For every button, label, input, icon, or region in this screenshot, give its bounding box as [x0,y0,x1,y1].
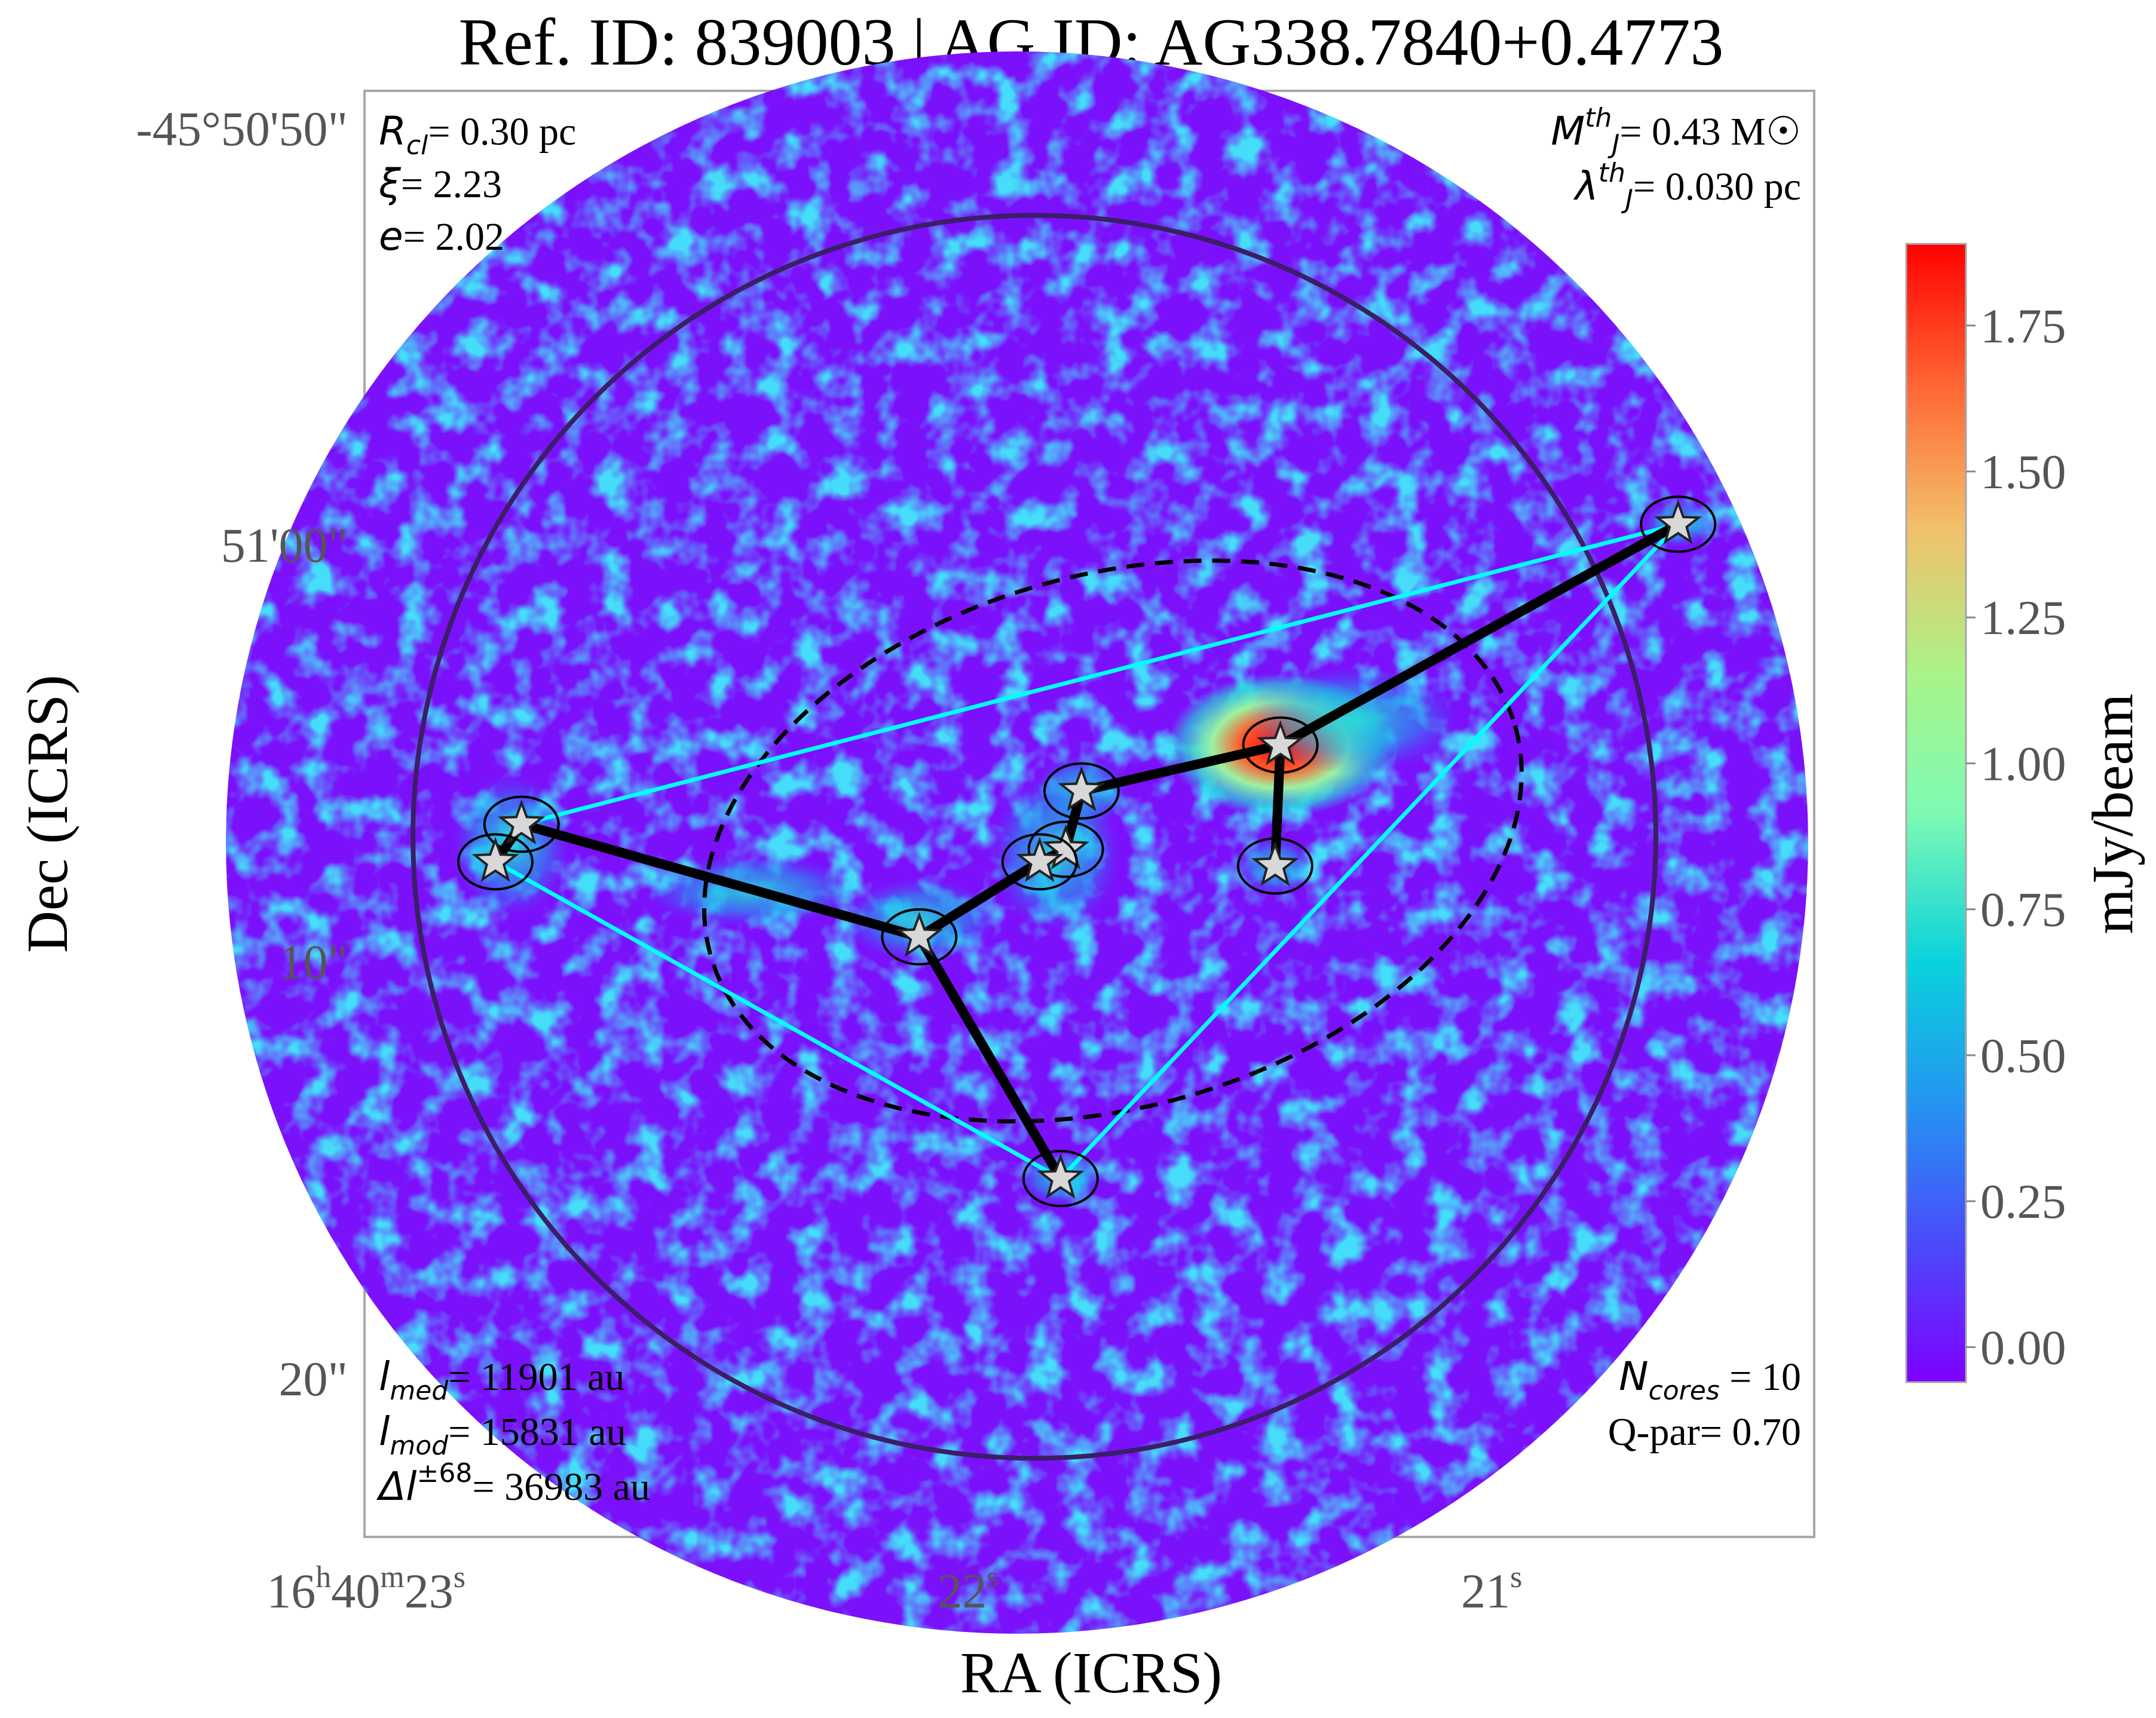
mst-edge-8 [914,932,1065,1184]
overlay [411,213,1717,1461]
core-marker-6 [1016,837,1064,882]
contour-core-8 [483,795,560,853]
y-tick-label-1: -45°50'50" [136,102,348,156]
x-axis-label: RA (ICRS) [960,1641,1222,1705]
intensity-map [226,51,1808,1634]
contour-core-4 [1043,762,1120,820]
mst-edge-6 [914,857,1045,942]
core-marker-3 [1251,841,1299,886]
core-marker-9 [471,837,519,882]
y-tick-label-2: 51'00" [221,518,348,572]
y-tick-label-3: 10" [279,935,348,990]
mst-edge-3 [1076,740,1285,796]
x-tick-label-3: 21s [1461,1560,1522,1618]
colorbar: 0.00 0.25 0.50 0.75 1.00 1.25 1.50 1.75 mJy/bea… [1905,243,2145,1383]
colorbar-gradient [1905,243,1967,1383]
colorbar-tick-label-1: 0.00 [1980,1320,2066,1374]
contour-core-3 [1236,837,1313,895]
annotation-bottom-right-2: Q-par= 0.70 [1608,1410,1801,1454]
colorbar-tick-label-5: 1.00 [1980,736,2066,791]
core-marker-1 [1654,499,1702,545]
annotation-top-left-3: e= 2.02 [379,213,504,259]
core-marker-5 [1042,824,1090,870]
cluster-ellipse [702,558,1524,1124]
emission-clump-3 [1246,666,1462,774]
annotation-top-left-2: ξ= 2.23 [378,161,502,207]
y-axis-label: Dec (ICRS) [16,675,80,953]
annotation-top-left-1: Rcl= 0.30 pc [379,108,576,161]
core-marker-7 [895,911,944,957]
colorbar-tick-label-2: 0.25 [1980,1174,2066,1229]
annotation-top-right-2: λthJ= 0.030 pc [1573,158,1801,215]
core-marker-8 [498,799,546,845]
colorbar-tick-label-3: 0.50 [1980,1028,2066,1083]
mst-edge-7 [516,819,924,942]
contour-core-2 [1242,716,1319,774]
y-tick-label-4: 20" [279,1352,348,1406]
field-of-view-circle [411,213,1659,1461]
contour-core-6 [1001,833,1078,891]
core-marker-2 [1256,720,1304,765]
contour-core-7 [881,908,958,966]
core-marker-10 [1037,1153,1085,1199]
colorbar-label: mJy/beam [2081,694,2145,935]
contour-core-9 [457,833,534,891]
contour-core-10 [1022,1150,1099,1208]
mst-edge-1 [1275,519,1683,750]
x-tick-label-1: 16h40m23s [267,1560,466,1618]
tick-labels: -45°50'50" 51'00" 10" 20" 16h40m23s 22s 21s [136,102,1523,1618]
annotation-bottom-left-1: lmed= 11901 au [379,1353,624,1406]
contour-core-1 [1640,495,1717,553]
x-tick-label-2: 22s [938,1560,999,1618]
annotation-bottom-right-1: Ncores = 10 [1619,1353,1801,1406]
colorbar-tick-label-7: 1.50 [1980,445,2066,499]
contour-core-5 [1027,820,1104,878]
colorbar-tick-label-8: 1.75 [1980,299,2066,353]
annotation-top-right-1: MthJ= 0.43 M☉ [1551,103,1801,160]
core-marker-4 [1058,765,1105,811]
annotation-bottom-left-2: lmod= 15831 au [379,1408,626,1461]
colorbar-tick-label-4: 0.75 [1980,883,2066,937]
colorbar-tick-label-6: 1.25 [1980,590,2066,645]
annotations: Rcl= 0.30 pcξ= 2.23 e= 2.02 MthJ= 0.43 M☉λ… [376,103,1801,1509]
annotation-bottom-left-3: Δl±68= 36983 au [376,1458,650,1509]
